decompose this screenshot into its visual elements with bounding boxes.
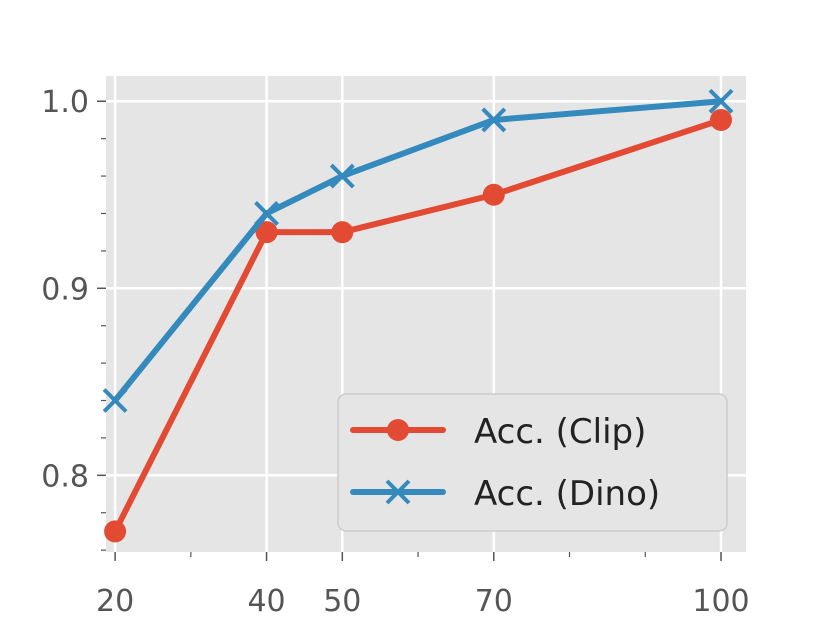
data-point — [254, 201, 279, 226]
data-point — [710, 108, 733, 131]
data-point — [255, 221, 278, 244]
y-tick-label: 0.8 — [41, 459, 89, 494]
legend-label-clip: Acc. (Clip) — [474, 412, 646, 452]
x-axis: 20 40 50 70 100 — [96, 552, 750, 619]
legend-label-dino: Acc. (Dino) — [474, 474, 660, 514]
y-axis: 0.8 0.9 1.0 — [41, 85, 106, 551]
series-group — [102, 88, 734, 543]
data-point — [102, 388, 128, 413]
y-tick-label: 0.9 — [41, 272, 89, 307]
data-point — [481, 107, 507, 133]
x-tick-label: 40 — [247, 584, 285, 619]
legend-marker-clip — [387, 419, 409, 441]
legend-marker-dino — [385, 479, 411, 505]
y-tick-label: 1.0 — [41, 85, 89, 120]
data-point — [482, 183, 505, 206]
data-point — [329, 163, 355, 189]
data-point — [331, 221, 354, 244]
data-point — [104, 520, 127, 543]
data-point — [708, 88, 734, 114]
x-tick-label: 70 — [475, 584, 513, 619]
x-tick-label: 100 — [692, 584, 749, 619]
legend: Acc. (Clip) Acc. (Dino) — [337, 393, 728, 532]
x-tick-label: 20 — [96, 584, 134, 619]
x-tick-label: 50 — [323, 584, 361, 619]
